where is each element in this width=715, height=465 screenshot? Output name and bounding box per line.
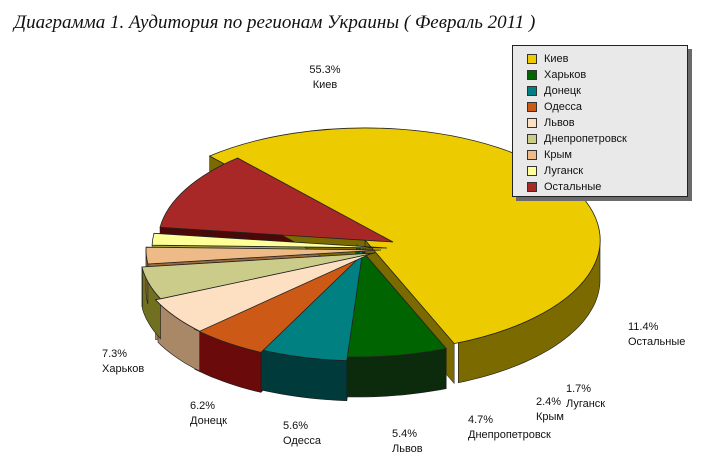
legend-item: Крым — [527, 147, 687, 163]
chart-title: Диаграмма 1. Аудитория по регионам Украи… — [14, 12, 536, 33]
legend-item: Львов — [527, 115, 687, 131]
legend-swatch — [527, 86, 537, 96]
legend-label: Остальные — [544, 181, 602, 193]
slice-name-label: Остальные — [628, 336, 685, 348]
legend-label: Киев — [544, 53, 569, 65]
legend-label: Харьков — [544, 69, 587, 81]
slice-name-label: Донецк — [190, 415, 227, 427]
legend-swatch — [527, 134, 537, 144]
legend-label: Львов — [544, 117, 575, 129]
legend-swatch — [527, 150, 537, 160]
slice-value-label: 55.3% — [309, 64, 340, 76]
slice-value-label: 2.4% — [536, 396, 561, 408]
legend-item: Одесса — [527, 99, 687, 115]
slice-name-label: Львов — [392, 443, 423, 455]
slice-value-label: 6.2% — [190, 400, 215, 412]
legend-swatch — [527, 102, 537, 112]
slice-value-label: 11.4% — [628, 321, 659, 333]
slice-6 — [141, 252, 376, 300]
slice-name-label: Харьков — [102, 363, 144, 375]
legend-label: Луганск — [544, 165, 584, 177]
chart-legend: Киев Харьков Донецк Одесса Львов Днепропетров… — [512, 45, 688, 197]
legend-item: Луганск — [527, 163, 687, 179]
slice-value-label: 5.6% — [283, 420, 308, 432]
slice-name-label: Крым — [536, 411, 564, 423]
slice-9 — [159, 157, 394, 243]
legend-item: Остальные — [527, 179, 687, 195]
legend-item: Харьков — [527, 67, 687, 83]
legend-swatch — [527, 54, 537, 64]
slice-value-label: 7.3% — [102, 348, 127, 360]
slice-name-label: Луганск — [566, 398, 605, 410]
legend-label: Крым — [544, 149, 572, 161]
slice-name-label: Киев — [313, 79, 338, 91]
legend-label: Одесса — [544, 101, 582, 113]
slice-7 — [145, 246, 382, 265]
slice-5 — [154, 253, 371, 332]
slice-value-label: 5.4% — [392, 428, 417, 440]
legend-swatch — [527, 70, 537, 80]
slice-name-label: Одесса — [283, 435, 322, 447]
legend-label: Днепропетровск — [544, 133, 627, 145]
legend-swatch — [527, 166, 537, 176]
legend-swatch — [527, 118, 537, 128]
legend-item: Днепропетровск — [527, 131, 687, 147]
legend-item: Киев — [527, 51, 687, 67]
legend-item: Донецк — [527, 83, 687, 99]
slice-4 — [193, 251, 366, 353]
slice-value-label: 1.7% — [566, 383, 591, 395]
legend-swatch — [527, 182, 537, 192]
slice-value-label: 4.7% — [468, 414, 493, 426]
slice-8 — [151, 232, 388, 249]
slice-name-label: Днепропетровск — [468, 429, 551, 441]
legend-label: Донецк — [544, 85, 581, 97]
